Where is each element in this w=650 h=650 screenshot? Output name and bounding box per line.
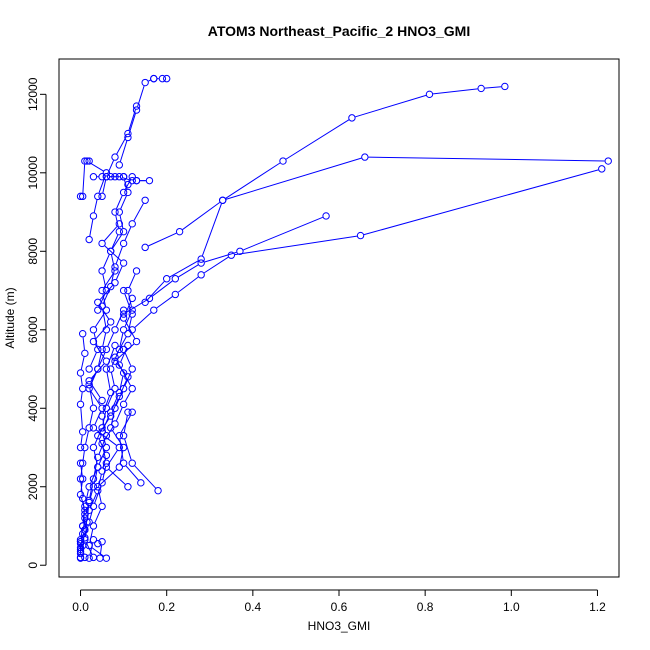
x-tick-label: 1.0 (503, 600, 520, 614)
x-tick-label: 0.4 (245, 600, 262, 614)
x-tick-label: 0.8 (417, 600, 434, 614)
y-tick-label: 10000 (26, 156, 40, 190)
x-axis-label: HNO3_GMI (308, 619, 371, 633)
x-tick-label: 0.6 (331, 600, 348, 614)
y-tick-label: 0 (26, 562, 40, 569)
y-tick-label: 8000 (26, 238, 40, 265)
x-tick-label: 0.0 (72, 600, 89, 614)
y-axis-label: Altitude (m) (3, 287, 17, 348)
y-tick-label: 12000 (26, 77, 40, 111)
x-tick-label: 1.2 (589, 600, 606, 614)
y-tick-label: 6000 (26, 316, 40, 343)
chart-title: ATOM3 Northeast_Pacific_2 HNO3_GMI (208, 23, 470, 39)
y-tick-label: 2000 (26, 473, 40, 500)
x-tick-label: 0.2 (158, 600, 175, 614)
y-tick-label: 4000 (26, 395, 40, 422)
